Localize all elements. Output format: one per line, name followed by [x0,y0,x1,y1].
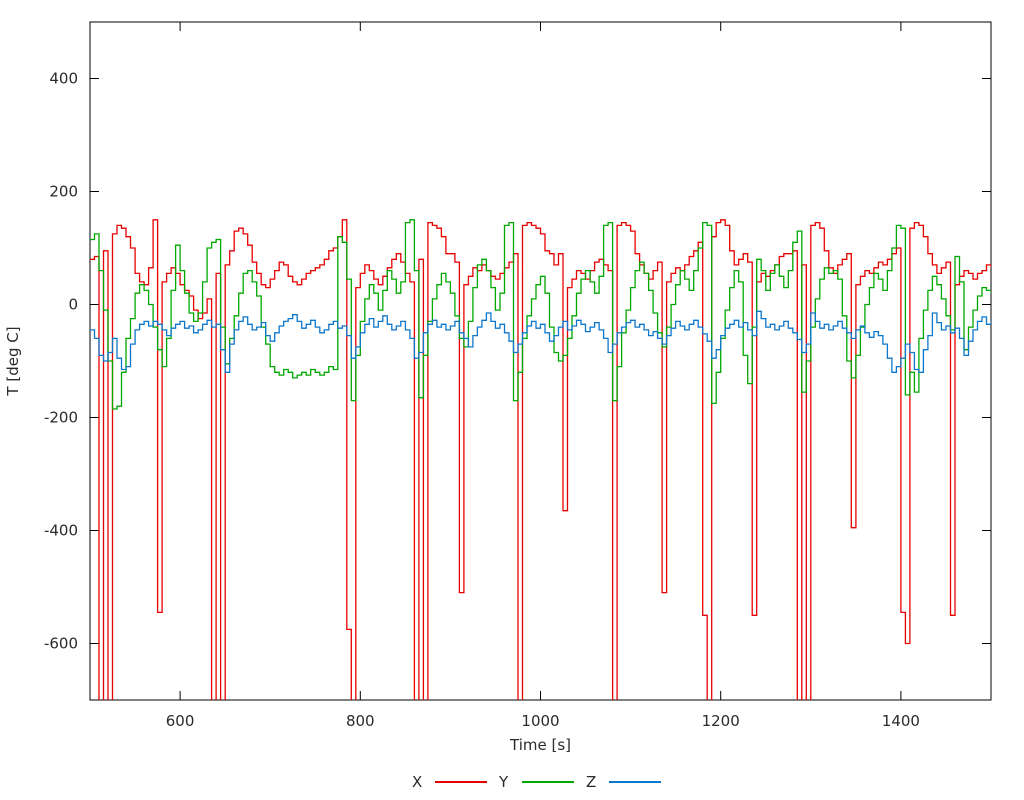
x-tick-label-600: 600 [166,712,195,730]
x-tick-label-800: 800 [346,712,375,730]
y-tick-label-0: 0 [68,296,78,314]
legend-label-X: X [412,773,422,791]
y-tick-label-200: 200 [49,183,78,201]
series-path-Y [90,219,991,410]
series-path-X [90,219,991,700]
y-tick-label--600: -600 [44,635,78,653]
y-axis-title: T [deg C] [4,326,22,396]
y-tick-label--400: -400 [44,522,78,540]
y-tick-label-400: 400 [49,70,78,88]
x-tick-label-1000: 1000 [521,712,559,730]
legend-label-Y: Y [498,773,509,791]
y-tick-label--200: -200 [44,409,78,427]
x-axis-title: Time [s] [509,736,571,754]
x-tick-label-1400: 1400 [882,712,920,730]
legend-label-Z: Z [586,773,596,791]
series-path-Z [90,310,991,373]
x-tick-label-1200: 1200 [702,712,740,730]
